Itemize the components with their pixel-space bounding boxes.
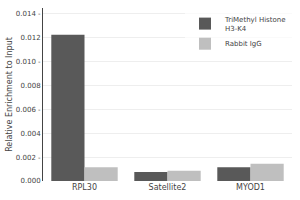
svg-text:Relative Enrichment to Input: Relative Enrichment to Input: [5, 37, 14, 152]
svg-text:0.004: 0.004: [21, 130, 42, 138]
svg-text:Satellite2: Satellite2: [149, 183, 187, 192]
svg-text:0.000: 0.000: [21, 177, 41, 185]
svg-text:TriMethyl HistoneH3-K4: TriMethyl HistoneH3-K4: [224, 16, 286, 33]
svg-text:0.006 -: 0.006 -: [16, 106, 41, 114]
svg-text:0.008: 0.008: [21, 82, 41, 90]
svg-text:MYOD1: MYOD1: [236, 183, 265, 192]
svg-text:Rabbit IgG: Rabbit IgG: [225, 40, 262, 48]
svg-text:0.010 -: 0.010 -: [16, 58, 41, 66]
svg-text:0.012: 0.012: [21, 34, 41, 42]
svg-text:RPL30: RPL30: [72, 183, 97, 192]
svg-text:0.014 -: 0.014 -: [16, 10, 41, 18]
svg-text:0.002 -: 0.002 -: [16, 154, 41, 162]
